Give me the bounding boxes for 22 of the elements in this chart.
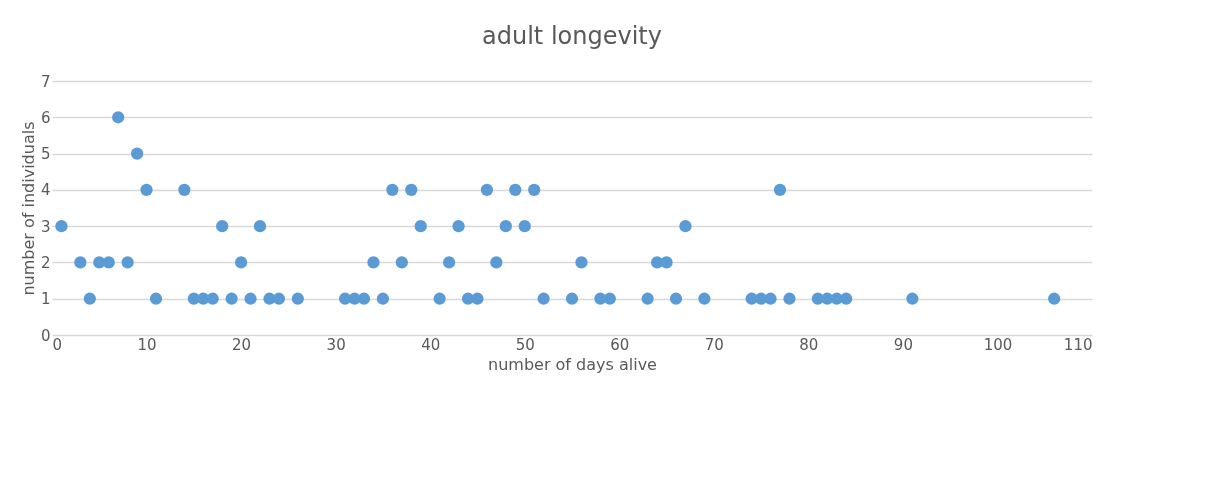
x-tick-label: 60 [610,335,630,354]
y-tick-label: 6 [40,108,51,127]
x-tick-label: 70 [704,335,724,354]
x-tick-label: 80 [799,335,819,354]
x-tick-label: 30 [326,335,346,354]
y-axis-title: number of individuals [18,121,38,296]
y-tick-label: 2 [40,253,51,272]
x-tick-label: 100 [983,335,1013,354]
x-tick-label: 20 [232,335,252,354]
x-axis-title: number of days alive [488,354,657,374]
y-tick-label: 3 [40,217,51,236]
x-tick-label: 50 [515,335,535,354]
y-tick-label: 5 [40,145,51,164]
x-tick-label: 0 [52,335,63,354]
x-tick-label: 40 [421,335,441,354]
y-tick-label: 7 [40,72,51,91]
y-tick-label: 4 [40,181,51,200]
x-tick-label: 10 [137,335,157,354]
chart-title: adult longevity [482,22,662,50]
x-tick-label: 90 [893,335,913,354]
x-tick-label: 110 [1063,335,1093,354]
y-tick-label: 1 [40,290,51,309]
